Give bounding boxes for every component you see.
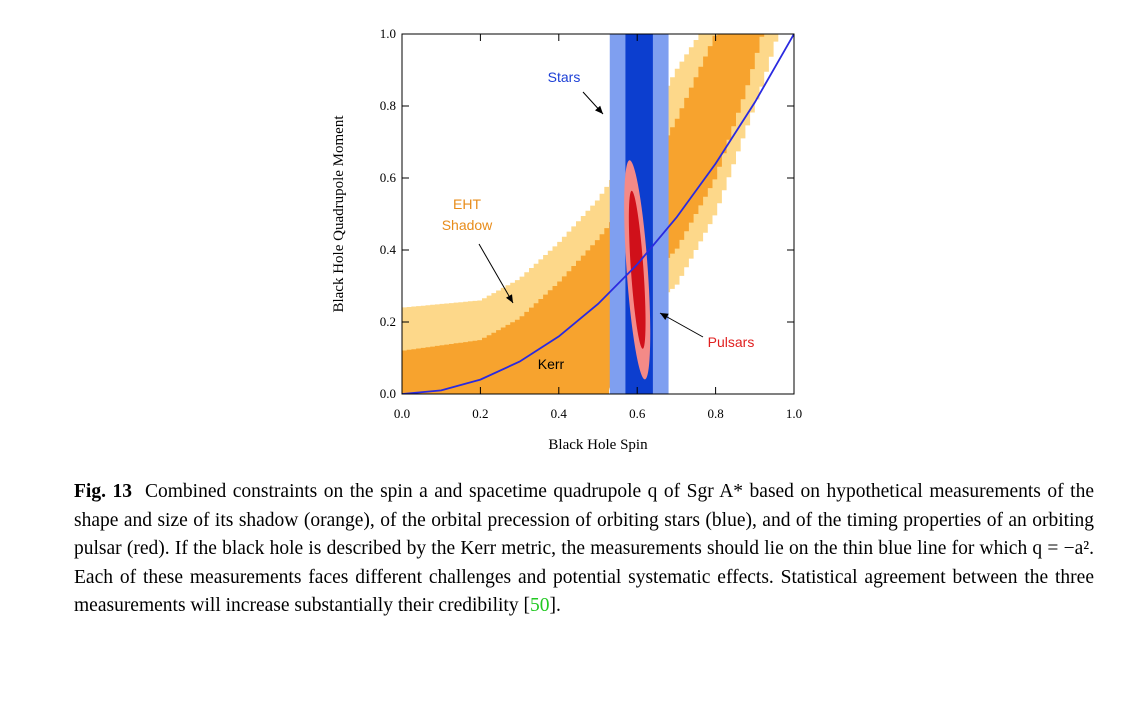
stars-label-arrowhead <box>595 105 603 114</box>
y-tick-label: 0.6 <box>380 170 397 185</box>
x-tick-label: 0.8 <box>707 406 723 421</box>
y-tick-label: 0.4 <box>380 242 397 257</box>
x-tick-label: 1.0 <box>786 406 802 421</box>
y-tick-label: 1.0 <box>380 26 396 41</box>
x-axis-title: Black Hole Spin <box>548 437 648 453</box>
shadow-label: Shadow <box>442 217 493 233</box>
x-tick-label: 0.4 <box>551 406 568 421</box>
axes-frame <box>401 33 795 395</box>
axis-ticks: 0.0 0.0 0.2 0.2 0.4 0.4 0.6 0.6 0.8 0.8 1.0 1.0 <box>380 26 802 421</box>
stars-label: Stars <box>548 69 581 85</box>
y-tick-label: 0.8 <box>380 98 396 113</box>
eht-label: EHT <box>453 196 481 212</box>
pulsars-label-arrowhead <box>660 313 669 320</box>
y-tick-label: 0.0 <box>380 386 396 401</box>
figure-caption: Fig. 13 Combined constraints on the spin… <box>74 478 1094 621</box>
shadow-label-arrowhead <box>506 294 513 303</box>
plot-frame <box>401 33 795 395</box>
y-axis-title: Black Hole Quadrupole Moment <box>331 115 347 313</box>
x-tick-label: 0.0 <box>394 406 410 421</box>
plot-area <box>402 34 794 394</box>
kerr-label: Kerr <box>538 356 565 372</box>
figure-label: Fig. 13 <box>74 481 132 502</box>
chart-figure: 0.0 0.0 0.2 0.2 0.4 0.4 0.6 0.6 0.8 0.8 1.0 1.0 Bla… <box>331 26 802 453</box>
y-tick-label: 0.2 <box>380 314 396 329</box>
citation-link[interactable]: 50 <box>529 595 550 616</box>
annotations: Stars EHT Shadow Pulsars Kerr <box>442 69 755 372</box>
caption-text-end: ]. <box>549 595 561 616</box>
kerr-curve <box>402 34 794 394</box>
x-tick-label: 0.6 <box>629 406 646 421</box>
shadow-inner-band <box>402 34 794 394</box>
shadow-label-arrow <box>478 243 514 304</box>
pulsars-label: Pulsars <box>708 334 755 350</box>
x-tick-label: 0.2 <box>472 406 488 421</box>
caption-text: Combined constraints on the spin a and s… <box>74 481 1094 616</box>
pulsars-label-arrow <box>659 312 704 338</box>
chart-labels: Black Hole Spin Black Hole Quadrupole Mo… <box>331 115 648 453</box>
pulsars-inner-region <box>628 190 646 349</box>
